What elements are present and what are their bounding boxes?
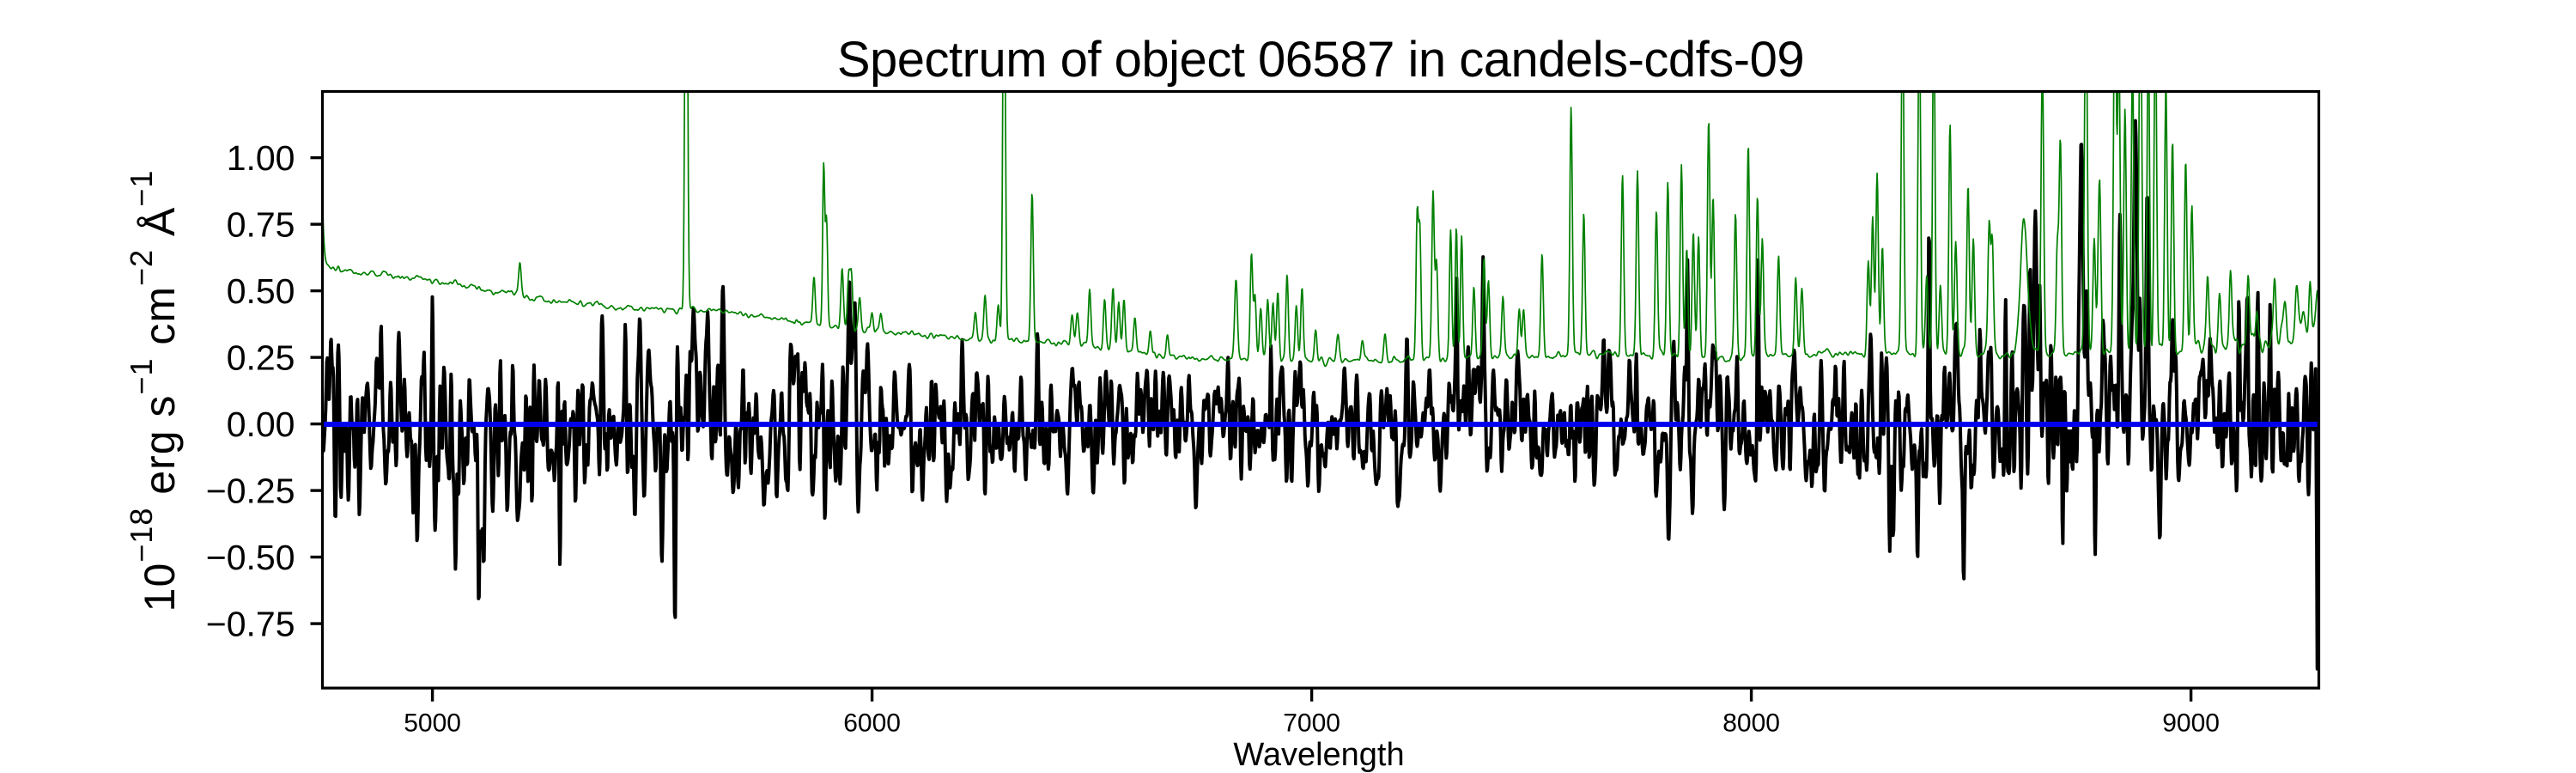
svg-text:−0.25: −0.25 [206,471,295,510]
svg-text:0.00: 0.00 [227,405,295,444]
svg-text:Wavelength: Wavelength [1233,737,1404,773]
svg-text:Spectrum of object 06587 in ca: Spectrum of object 06587 in candels-cdfs… [837,32,1804,88]
svg-text:0.25: 0.25 [227,338,295,377]
svg-text:−0.75: −0.75 [206,604,295,643]
svg-text:5000: 5000 [404,709,461,738]
svg-text:0.75: 0.75 [227,204,295,244]
svg-text:8000: 8000 [1722,709,1780,738]
svg-text:−0.50: −0.50 [206,538,295,577]
svg-text:6000: 6000 [843,709,901,738]
svg-text:9000: 9000 [2162,709,2220,738]
svg-text:7000: 7000 [1283,709,1340,738]
svg-text:0.50: 0.50 [227,271,295,311]
svg-text:1.00: 1.00 [227,138,295,178]
